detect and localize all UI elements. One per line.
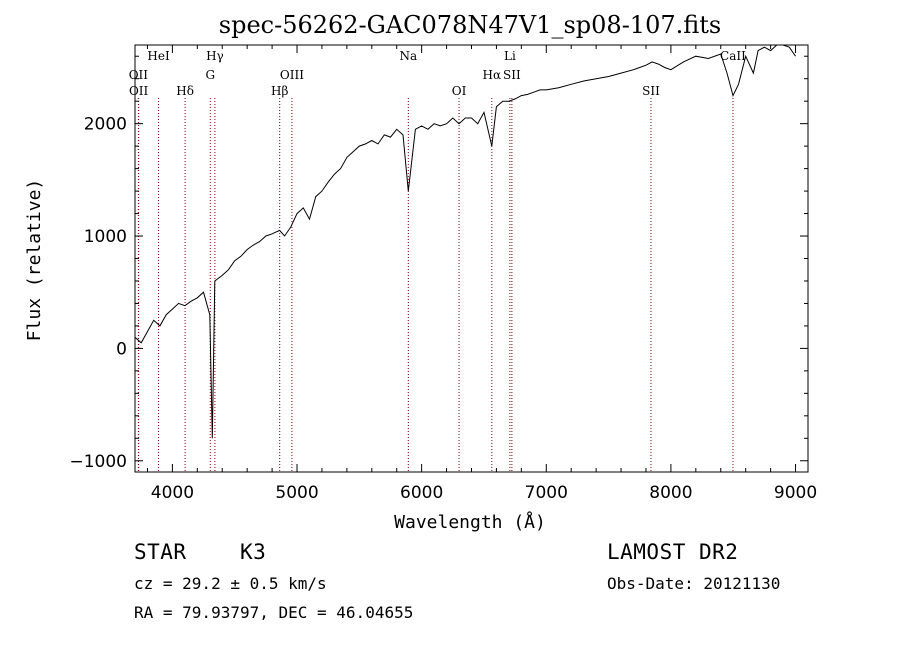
y-tick-label: 0 <box>116 339 127 359</box>
spectral-line-label: Na <box>399 49 417 63</box>
survey-name: LAMOST DR2 <box>607 540 739 564</box>
axis-ticks: 4000 5000 6000 7000 8000 9000 −1000 0 1000 2000 <box>69 45 817 503</box>
y-tick-label: −1000 <box>69 452 127 472</box>
y-tick-label: 2000 <box>84 115 127 135</box>
redshift-value: cz = 29.2 ± 0.5 km/s <box>134 574 327 593</box>
plot-frame <box>134 44 809 473</box>
x-tick-label: 8000 <box>649 483 692 503</box>
spectral-line-label: Hδ <box>176 84 194 98</box>
x-tick-label: 5000 <box>275 483 318 503</box>
x-tick-label: 7000 <box>525 483 568 503</box>
y-axis-label: Flux (relative) <box>24 179 45 342</box>
spectral-line-label: CaII <box>720 49 746 63</box>
spectral-line-label: Li <box>504 49 516 63</box>
spectrum-line <box>134 44 796 439</box>
x-tick-label: 6000 <box>400 483 443 503</box>
spectral-line-label: OIII <box>280 68 304 82</box>
object-class: STAR <box>134 540 187 564</box>
spectral-line-label: Hα <box>483 68 502 82</box>
x-axis-label: Wavelength (Å) <box>394 511 546 533</box>
spectral-line-label: SII <box>503 68 521 82</box>
object-subclass: K3 <box>240 540 267 564</box>
spectral-line-label: Hγ <box>206 49 224 63</box>
x-tick-label: 4000 <box>151 483 194 503</box>
chart-title: spec-56262-GAC078N47V1_sp08-107.fits <box>219 11 721 39</box>
spectral-line-label: G <box>205 68 215 82</box>
y-tick-label: 1000 <box>84 227 127 247</box>
x-tick-label: 9000 <box>774 483 817 503</box>
obs-date: Obs-Date: 20121130 <box>607 574 781 593</box>
spectral-line-label: HeI <box>147 49 170 63</box>
ra-dec: RA = 79.93797, DEC = 46.04655 <box>134 603 414 622</box>
spectral-line-label: Hβ <box>271 84 288 98</box>
spectral-line-label: OI <box>452 84 467 98</box>
spectral-line-label: SII <box>642 84 660 98</box>
spectral-line-label: OII <box>129 84 149 98</box>
spectral-line-label: OII <box>129 68 149 82</box>
